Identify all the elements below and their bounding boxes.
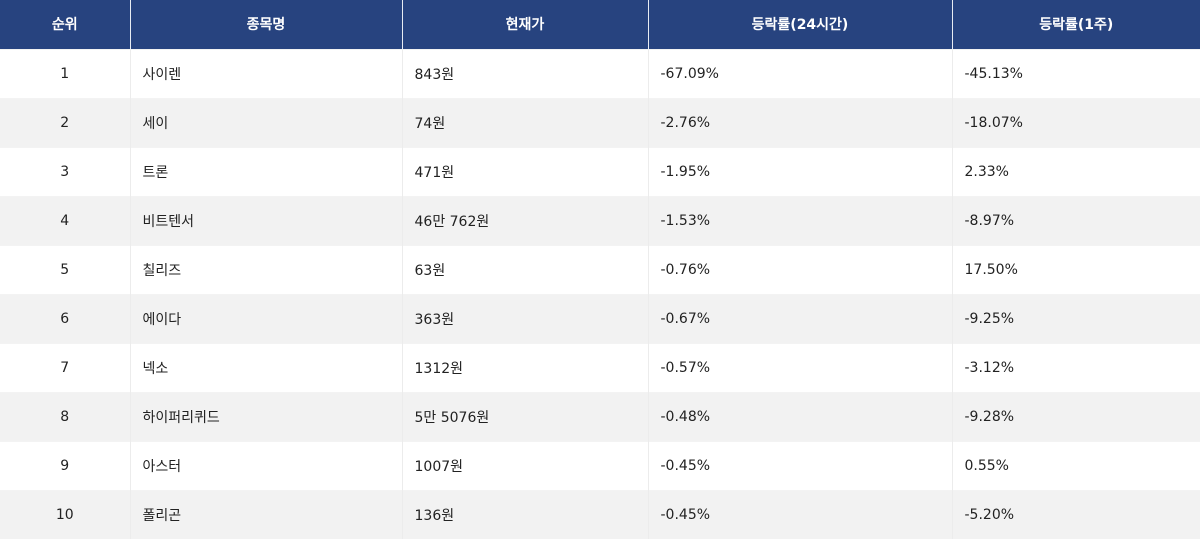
change-1w-cell: -9.25% <box>951 293 1200 343</box>
table-row: 8 하이퍼리퀴드 5만 5076원 -0.48% -9.28% <box>0 391 1200 441</box>
rank-cell: 5 <box>0 244 130 294</box>
change-24h-cell: -1.53% <box>647 195 952 245</box>
change-1w-cell: 0.55% <box>951 440 1200 490</box>
rank-cell: 1 <box>0 48 130 98</box>
price-cell: 63원 <box>401 244 648 294</box>
change-1w-cell: 17.50% <box>951 244 1200 294</box>
change-1w-cell: -9.28% <box>951 391 1200 441</box>
change-24h-cell: -2.76% <box>647 97 952 147</box>
price-cell: 46만 762원 <box>401 195 648 245</box>
rank-cell: 8 <box>0 391 130 441</box>
rank-cell: 3 <box>0 146 130 196</box>
change-24h-cell: -0.67% <box>647 293 952 343</box>
name-cell: 칠리즈 <box>129 244 402 294</box>
change-24h-cell: -0.57% <box>647 342 952 392</box>
price-cell: 5만 5076원 <box>401 391 648 441</box>
change-1w-cell: -18.07% <box>951 97 1200 147</box>
change-24h-cell: -0.45% <box>647 440 952 490</box>
header-price: 현재가 <box>401 0 649 49</box>
change-24h-cell: -0.48% <box>647 391 952 441</box>
table-row: 5 칠리즈 63원 -0.76% 17.50% <box>0 244 1200 294</box>
rank-cell: 9 <box>0 440 130 490</box>
rank-cell: 6 <box>0 293 130 343</box>
name-cell: 넥소 <box>129 342 402 392</box>
name-cell: 폴리곤 <box>129 489 402 539</box>
table-row: 6 에이다 363원 -0.67% -9.25% <box>0 293 1200 343</box>
name-cell: 에이다 <box>129 293 402 343</box>
change-24h-cell: -0.45% <box>647 489 952 539</box>
table-row: 2 세이 74원 -2.76% -18.07% <box>0 97 1200 147</box>
name-cell: 아스터 <box>129 440 402 490</box>
rank-cell: 2 <box>0 97 130 147</box>
price-cell: 1007원 <box>401 440 648 490</box>
rank-cell: 7 <box>0 342 130 392</box>
change-1w-cell: -45.13% <box>951 48 1200 98</box>
header-row: 순위 종목명 현재가 등락률(24시간) 등락률(1주) <box>0 0 1200 49</box>
name-cell: 트론 <box>129 146 402 196</box>
header-change-24h: 등락률(24시간) <box>647 0 953 49</box>
rank-cell: 10 <box>0 489 130 539</box>
table-header: 순위 종목명 현재가 등락률(24시간) 등락률(1주) <box>0 0 1200 49</box>
price-cell: 363원 <box>401 293 648 343</box>
change-24h-cell: -67.09% <box>647 48 952 98</box>
change-1w-cell: -3.12% <box>951 342 1200 392</box>
change-1w-cell: 2.33% <box>951 146 1200 196</box>
change-24h-cell: -1.95% <box>647 146 952 196</box>
table-row: 4 비트텐서 46만 762원 -1.53% -8.97% <box>0 195 1200 245</box>
change-1w-cell: -8.97% <box>951 195 1200 245</box>
table-row: 3 트론 471원 -1.95% 2.33% <box>0 146 1200 196</box>
name-cell: 비트텐서 <box>129 195 402 245</box>
rank-cell: 4 <box>0 195 130 245</box>
name-cell: 하이퍼리퀴드 <box>129 391 402 441</box>
name-cell: 사이렌 <box>129 48 402 98</box>
table-row: 9 아스터 1007원 -0.45% 0.55% <box>0 440 1200 490</box>
price-cell: 1312원 <box>401 342 648 392</box>
header-name: 종목명 <box>129 0 403 49</box>
table-row: 1 사이렌 843원 -67.09% -45.13% <box>0 48 1200 98</box>
table-row: 10 폴리곤 136원 -0.45% -5.20% <box>0 489 1200 539</box>
table-body: 1 사이렌 843원 -67.09% -45.13% 2 세이 74원 -2.7… <box>0 48 1200 539</box>
name-cell: 세이 <box>129 97 402 147</box>
header-rank: 순위 <box>0 0 131 49</box>
table-row: 7 넥소 1312원 -0.57% -3.12% <box>0 342 1200 392</box>
price-cell: 471원 <box>401 146 648 196</box>
header-change-1w: 등락률(1주) <box>951 0 1200 49</box>
price-cell: 74원 <box>401 97 648 147</box>
change-1w-cell: -5.20% <box>951 489 1200 539</box>
price-cell: 843원 <box>401 48 648 98</box>
price-cell: 136원 <box>401 489 648 539</box>
change-24h-cell: -0.76% <box>647 244 952 294</box>
